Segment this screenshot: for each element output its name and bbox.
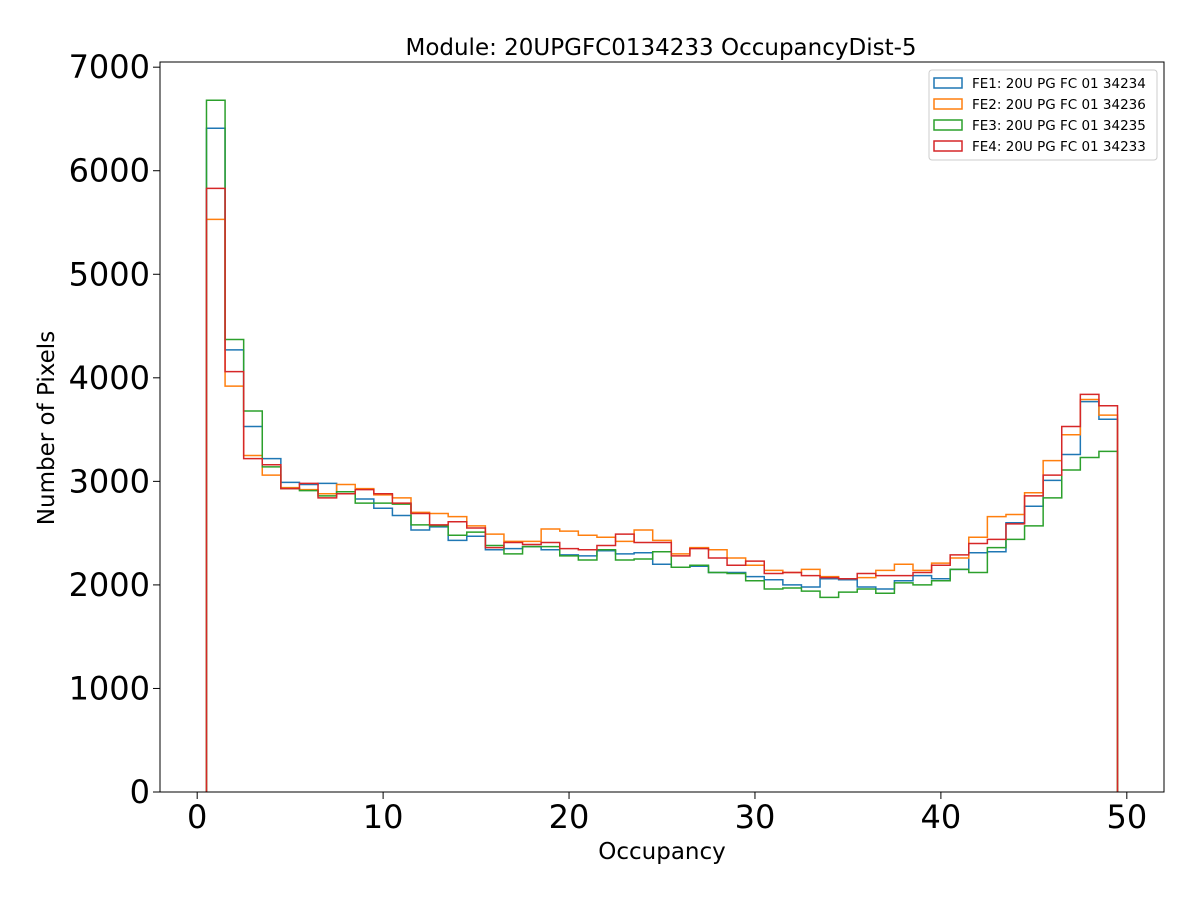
legend-swatch-fe2 xyxy=(933,98,963,110)
y-axis-label: Number of Pixels xyxy=(34,331,60,525)
y-tick-label: 0 xyxy=(130,773,150,811)
x-tick-label: 40 xyxy=(921,798,962,836)
legend-label-fe3: FE3: 20U PG FC 01 34235 xyxy=(972,118,1146,134)
legend-label-fe1: FE1: 20U PG FC 01 34234 xyxy=(972,76,1146,92)
plot-area xyxy=(160,62,1164,792)
legend-swatch-fe1 xyxy=(933,77,963,89)
x-axis-label: Occupancy xyxy=(598,839,726,865)
y-tick-label: 7000 xyxy=(69,48,150,86)
x-tick-label: 10 xyxy=(363,798,404,836)
legend: FE1: 20U PG FC 01 34234 FE2: 20U PG FC 01… xyxy=(928,69,1158,161)
legend-label-fe4: FE4: 20U PG FC 01 34233 xyxy=(972,139,1146,155)
series-line-fe4 xyxy=(205,187,1119,792)
x-axis: 0 10 20 30 40 50 xyxy=(187,792,1147,836)
legend-box xyxy=(928,69,1158,161)
plot-frame xyxy=(159,61,1165,793)
x-tick-label: 50 xyxy=(1106,798,1147,836)
y-axis: 0 1000 2000 3000 4000 5000 6000 7000 xyxy=(69,48,160,811)
legend-swatch-fe4 xyxy=(933,140,963,152)
legend-label-fe2: FE2: 20U PG FC 01 34236 xyxy=(972,97,1146,113)
chart-title: Module: 20UPGFC0134233 OccupancyDist-5 xyxy=(405,35,916,61)
legend-swatch-fe3 xyxy=(933,119,963,131)
y-tick-label: 4000 xyxy=(69,359,150,397)
series-layer xyxy=(205,99,1119,792)
y-tick-label: 2000 xyxy=(69,566,150,604)
x-tick-label: 30 xyxy=(735,798,776,836)
x-tick-label: 0 xyxy=(187,798,207,836)
x-tick-label: 20 xyxy=(549,798,590,836)
y-tick-label: 3000 xyxy=(69,462,150,500)
y-tick-label: 1000 xyxy=(69,669,150,707)
y-tick-label: 6000 xyxy=(69,152,150,190)
y-tick-label: 5000 xyxy=(69,255,150,293)
